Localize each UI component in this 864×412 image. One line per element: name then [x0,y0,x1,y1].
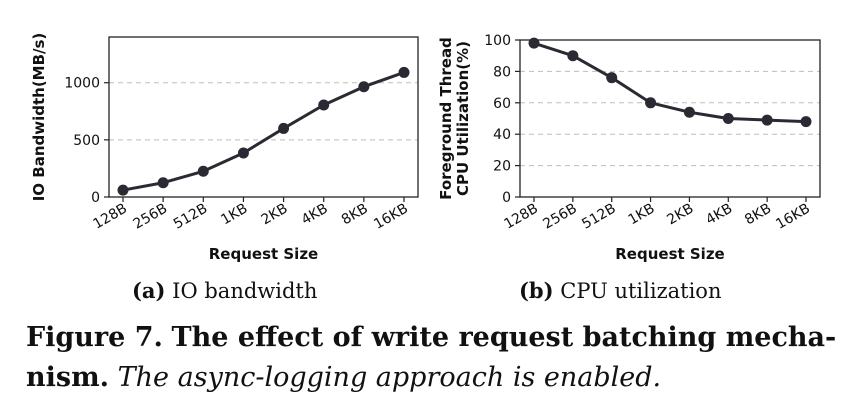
y-tick-label: 0 [502,190,511,206]
data-point [278,122,290,134]
y-axis-title: IO Bandwidth(MB/s) [30,33,48,202]
figure-caption: Figure 7. The effect of write request ba… [26,318,846,398]
subcaption-b-label: (b) [519,278,554,303]
series-line [533,41,807,124]
data-point [722,113,734,124]
x-tick-label: 2KB [259,201,291,229]
y-tick-label: 20 [493,159,511,175]
y-axis-title-line: CPU Utilization(%) [454,41,472,196]
x-tick-label: 8KB [339,201,371,229]
data-point [645,97,657,109]
data-point [800,116,812,128]
data-point [761,114,773,126]
y-tick-label: 100 [484,33,511,49]
x-axis-title: Request Size [615,245,724,263]
series-line [122,71,405,192]
data-point [567,50,579,62]
x-tick-label: 16KB [773,201,813,233]
figure-caption-note: The async-logging approach is enabled. [117,362,662,393]
subcaption-a: (a) IO bandwidth [132,278,317,303]
data-point [197,165,209,177]
x-tick-label: 4KB [299,201,331,229]
data-point [398,66,410,78]
x-tick-label: 256B [540,201,579,233]
subcaption-b: (b) CPU utilization [519,278,721,303]
x-tick-label: 2KB [664,201,696,229]
x-tick-label: 1KB [218,201,250,229]
data-point [237,147,249,159]
data-point [528,37,540,49]
x-tick-label: 8KB [742,201,774,229]
data-point [358,81,370,93]
subcaption-b-text: CPU utilization [560,279,722,303]
x-tick-label: 512B [171,201,210,233]
y-tick-label: 40 [493,127,511,143]
x-tick-label: 1KB [626,201,658,229]
subcaption-a-text: IO bandwidth [172,279,318,303]
plot-frame [108,36,419,198]
figure-caption-title: The effect of write request batching mec… [26,322,837,393]
x-tick-label: 16KB [371,201,411,233]
y-tick-label: 500 [73,133,100,149]
y-tick-label: 0 [91,190,100,206]
data-point [606,72,618,84]
subcaption-a-label: (a) [132,278,166,303]
x-axis-title: Request Size [209,245,318,263]
x-tick-label: 512B [579,201,618,233]
y-tick-label: 1000 [64,76,100,92]
x-tick-label: 4KB [703,201,735,229]
data-point [117,184,129,196]
x-tick-label: 256B [131,201,170,233]
y-axis-title-line: Foreground Thread [437,37,455,200]
data-point [157,177,169,189]
y-tick-label: 80 [493,64,511,80]
figure-caption-label: Figure 7. [26,322,163,353]
data-point [683,106,695,118]
y-tick-label: 60 [493,96,511,112]
data-point [318,99,330,111]
plot-frame [519,39,821,198]
